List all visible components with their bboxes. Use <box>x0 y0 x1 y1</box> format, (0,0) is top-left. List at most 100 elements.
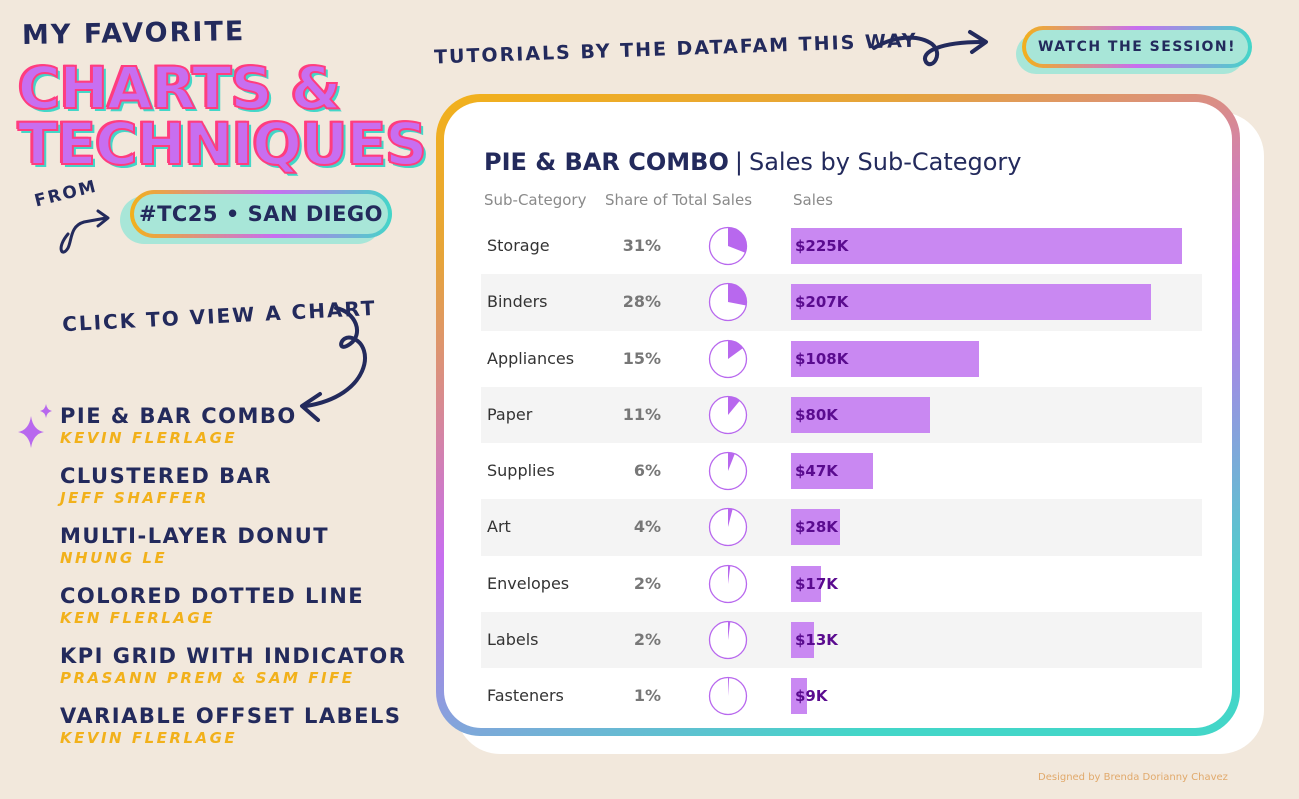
chart-title-bold: PIE & BAR COMBO <box>484 148 729 176</box>
chart-menu: PIE & BAR COMBO KEVIN FLERLAGE CLUSTERED… <box>18 404 407 764</box>
bar-mark <box>791 565 821 602</box>
bar-value-label: $80K <box>795 405 838 424</box>
kicker-text: MY FAVORITE <box>21 16 246 51</box>
pie-mark <box>708 508 748 547</box>
col-header-subcategory: Sub-Category <box>484 191 587 209</box>
pie-slice <box>728 452 735 472</box>
table-row: Binders 28% $207K <box>481 274 1202 331</box>
subcategory-label: Appliances <box>487 348 575 368</box>
table-row: Supplies 6% $47K <box>481 443 1202 499</box>
menu-item-pie-bar-combo[interactable]: PIE & BAR COMBO KEVIN FLERLAGE <box>18 404 400 464</box>
subcategory-label: Binders <box>487 292 548 312</box>
share-label: 11% <box>622 404 661 424</box>
menu-item-multi-layer-donut[interactable]: MULTI-LAYER DONUT NHUNG LE <box>60 524 400 584</box>
squiggle-arrow-icon <box>59 209 110 254</box>
share-label: 15% <box>622 348 661 368</box>
sparkle-icon <box>18 404 52 448</box>
subcategory-label: Supplies <box>487 461 555 481</box>
chart-card: PIE & BAR COMBO | Sales by Sub-Category Su… <box>436 94 1240 736</box>
designer-credit: Designed by Brenda Dorianny Chavez <box>1038 772 1228 783</box>
share-label: 1% <box>633 686 661 706</box>
watch-session-label[interactable]: WATCH THE SESSION! <box>1026 30 1248 64</box>
share-label: 28% <box>622 292 661 312</box>
bar-mark <box>791 509 840 546</box>
menu-item-colored-dotted-line[interactable]: COLORED DOTTED LINE KEN FLERLAGE <box>60 584 400 644</box>
menu-item-author: KEN FLERLAGE <box>60 609 215 627</box>
share-label: 31% <box>622 236 661 255</box>
menu-item-author: PRASANN PREM & SAM FIFE <box>60 669 355 687</box>
bar-mark <box>791 340 979 377</box>
col-header-sales: Sales <box>793 191 833 209</box>
subcategory-label: Art <box>487 517 511 537</box>
menu-item-title: MULTI-LAYER DONUT <box>60 524 330 548</box>
watch-session-button[interactable]: WATCH THE SESSION! <box>1016 26 1252 76</box>
col-header-share: Share of Total Sales <box>605 191 753 209</box>
pie-slice <box>728 677 730 697</box>
menu-item-variable-offset-labels[interactable]: VARIABLE OFFSET LABELS KEVIN FLERLAGE <box>60 704 400 764</box>
bar-value-label: $17K <box>795 574 838 593</box>
chart-title-separator: | <box>734 148 743 176</box>
menu-item-author: KEVIN FLERLAGE <box>60 729 238 747</box>
pie-mark <box>708 226 748 266</box>
curly-arrow-icon <box>300 306 367 422</box>
bar-mark <box>791 228 1182 264</box>
bar-value-label: $9K <box>795 687 828 706</box>
pie-mark <box>708 339 748 378</box>
pie-mark <box>708 677 748 716</box>
pie-slice <box>728 396 740 415</box>
menu-item-author: NHUNG LE <box>60 549 168 567</box>
event-pill: #TC25 • SAN DIEGO <box>120 190 396 246</box>
menu-item-clustered-bar[interactable]: CLUSTERED BAR JEFF SHAFFER <box>60 464 400 524</box>
pie-slice <box>728 621 731 641</box>
chart-title: PIE & BAR COMBO | Sales by Sub-Category <box>484 148 1022 176</box>
subcategory-label: Labels <box>487 630 539 650</box>
share-label: 2% <box>633 573 661 593</box>
table-row: Storage 31% $225K <box>481 218 1202 274</box>
pie-mark <box>708 564 748 603</box>
bar-value-label: $47K <box>795 462 838 481</box>
table-row: Paper 11% $80K <box>481 386 1202 444</box>
pie-slice <box>728 340 743 359</box>
chart-title-rest: Sales by Sub-Category <box>748 148 1022 176</box>
pie-mark <box>708 395 748 435</box>
bar-value-label: $28K <box>795 518 838 537</box>
pie-mark <box>708 283 748 322</box>
subcategory-label: Storage <box>487 236 550 255</box>
table-row: Art 4% $28K <box>481 499 1202 556</box>
event-pill-label: #TC25 • SAN DIEGO <box>134 194 388 234</box>
share-label: 2% <box>633 630 661 650</box>
bar-value-label: $108K <box>795 349 849 368</box>
menu-item-author: JEFF SHAFFER <box>60 489 209 507</box>
pie-mark <box>708 620 748 660</box>
main-title-line2: TECHNIQUES <box>17 110 428 178</box>
share-label: 6% <box>633 461 661 481</box>
loop-arrow-icon <box>872 30 988 66</box>
table-row: Fasteners 1% $9K <box>481 668 1202 724</box>
bar-mark <box>791 622 814 659</box>
bar-value-label: $225K <box>795 237 849 255</box>
menu-item-title: PIE & BAR COMBO <box>60 404 297 428</box>
subcategory-label: Fasteners <box>487 686 564 706</box>
menu-item-title: CLUSTERED BAR <box>60 464 273 488</box>
menu-item-title: VARIABLE OFFSET LABELS <box>60 704 402 728</box>
table-row: Labels 2% $13K <box>481 612 1202 669</box>
pie-slice <box>728 565 731 584</box>
table-row: Appliances 15% $108K <box>481 331 1202 387</box>
bar-value-label: $207K <box>795 293 849 312</box>
subcategory-label: Envelopes <box>487 573 570 593</box>
bar-value-label: $13K <box>795 631 838 650</box>
table-row: Envelopes 2% $17K <box>481 556 1202 612</box>
menu-item-title: COLORED DOTTED LINE <box>60 584 365 608</box>
bar-mark <box>791 284 1151 321</box>
menu-item-kpi-grid[interactable]: KPI GRID WITH INDICATOR PRASANN PREM & S… <box>60 644 407 704</box>
bar-mark <box>791 453 873 490</box>
subcategory-label: Paper <box>487 404 533 424</box>
bar-mark <box>791 396 930 433</box>
menu-item-author: KEVIN FLERLAGE <box>60 429 238 447</box>
pie-slice <box>728 508 733 528</box>
pie-mark <box>708 452 748 491</box>
menu-item-title: KPI GRID WITH INDICATOR <box>60 644 407 668</box>
main-title-line1: CHARTS & <box>17 54 342 122</box>
pie-slice <box>728 283 747 306</box>
chart-rows: Storage 31% $225K Binders 28% $207K Appliances… <box>481 218 1202 725</box>
